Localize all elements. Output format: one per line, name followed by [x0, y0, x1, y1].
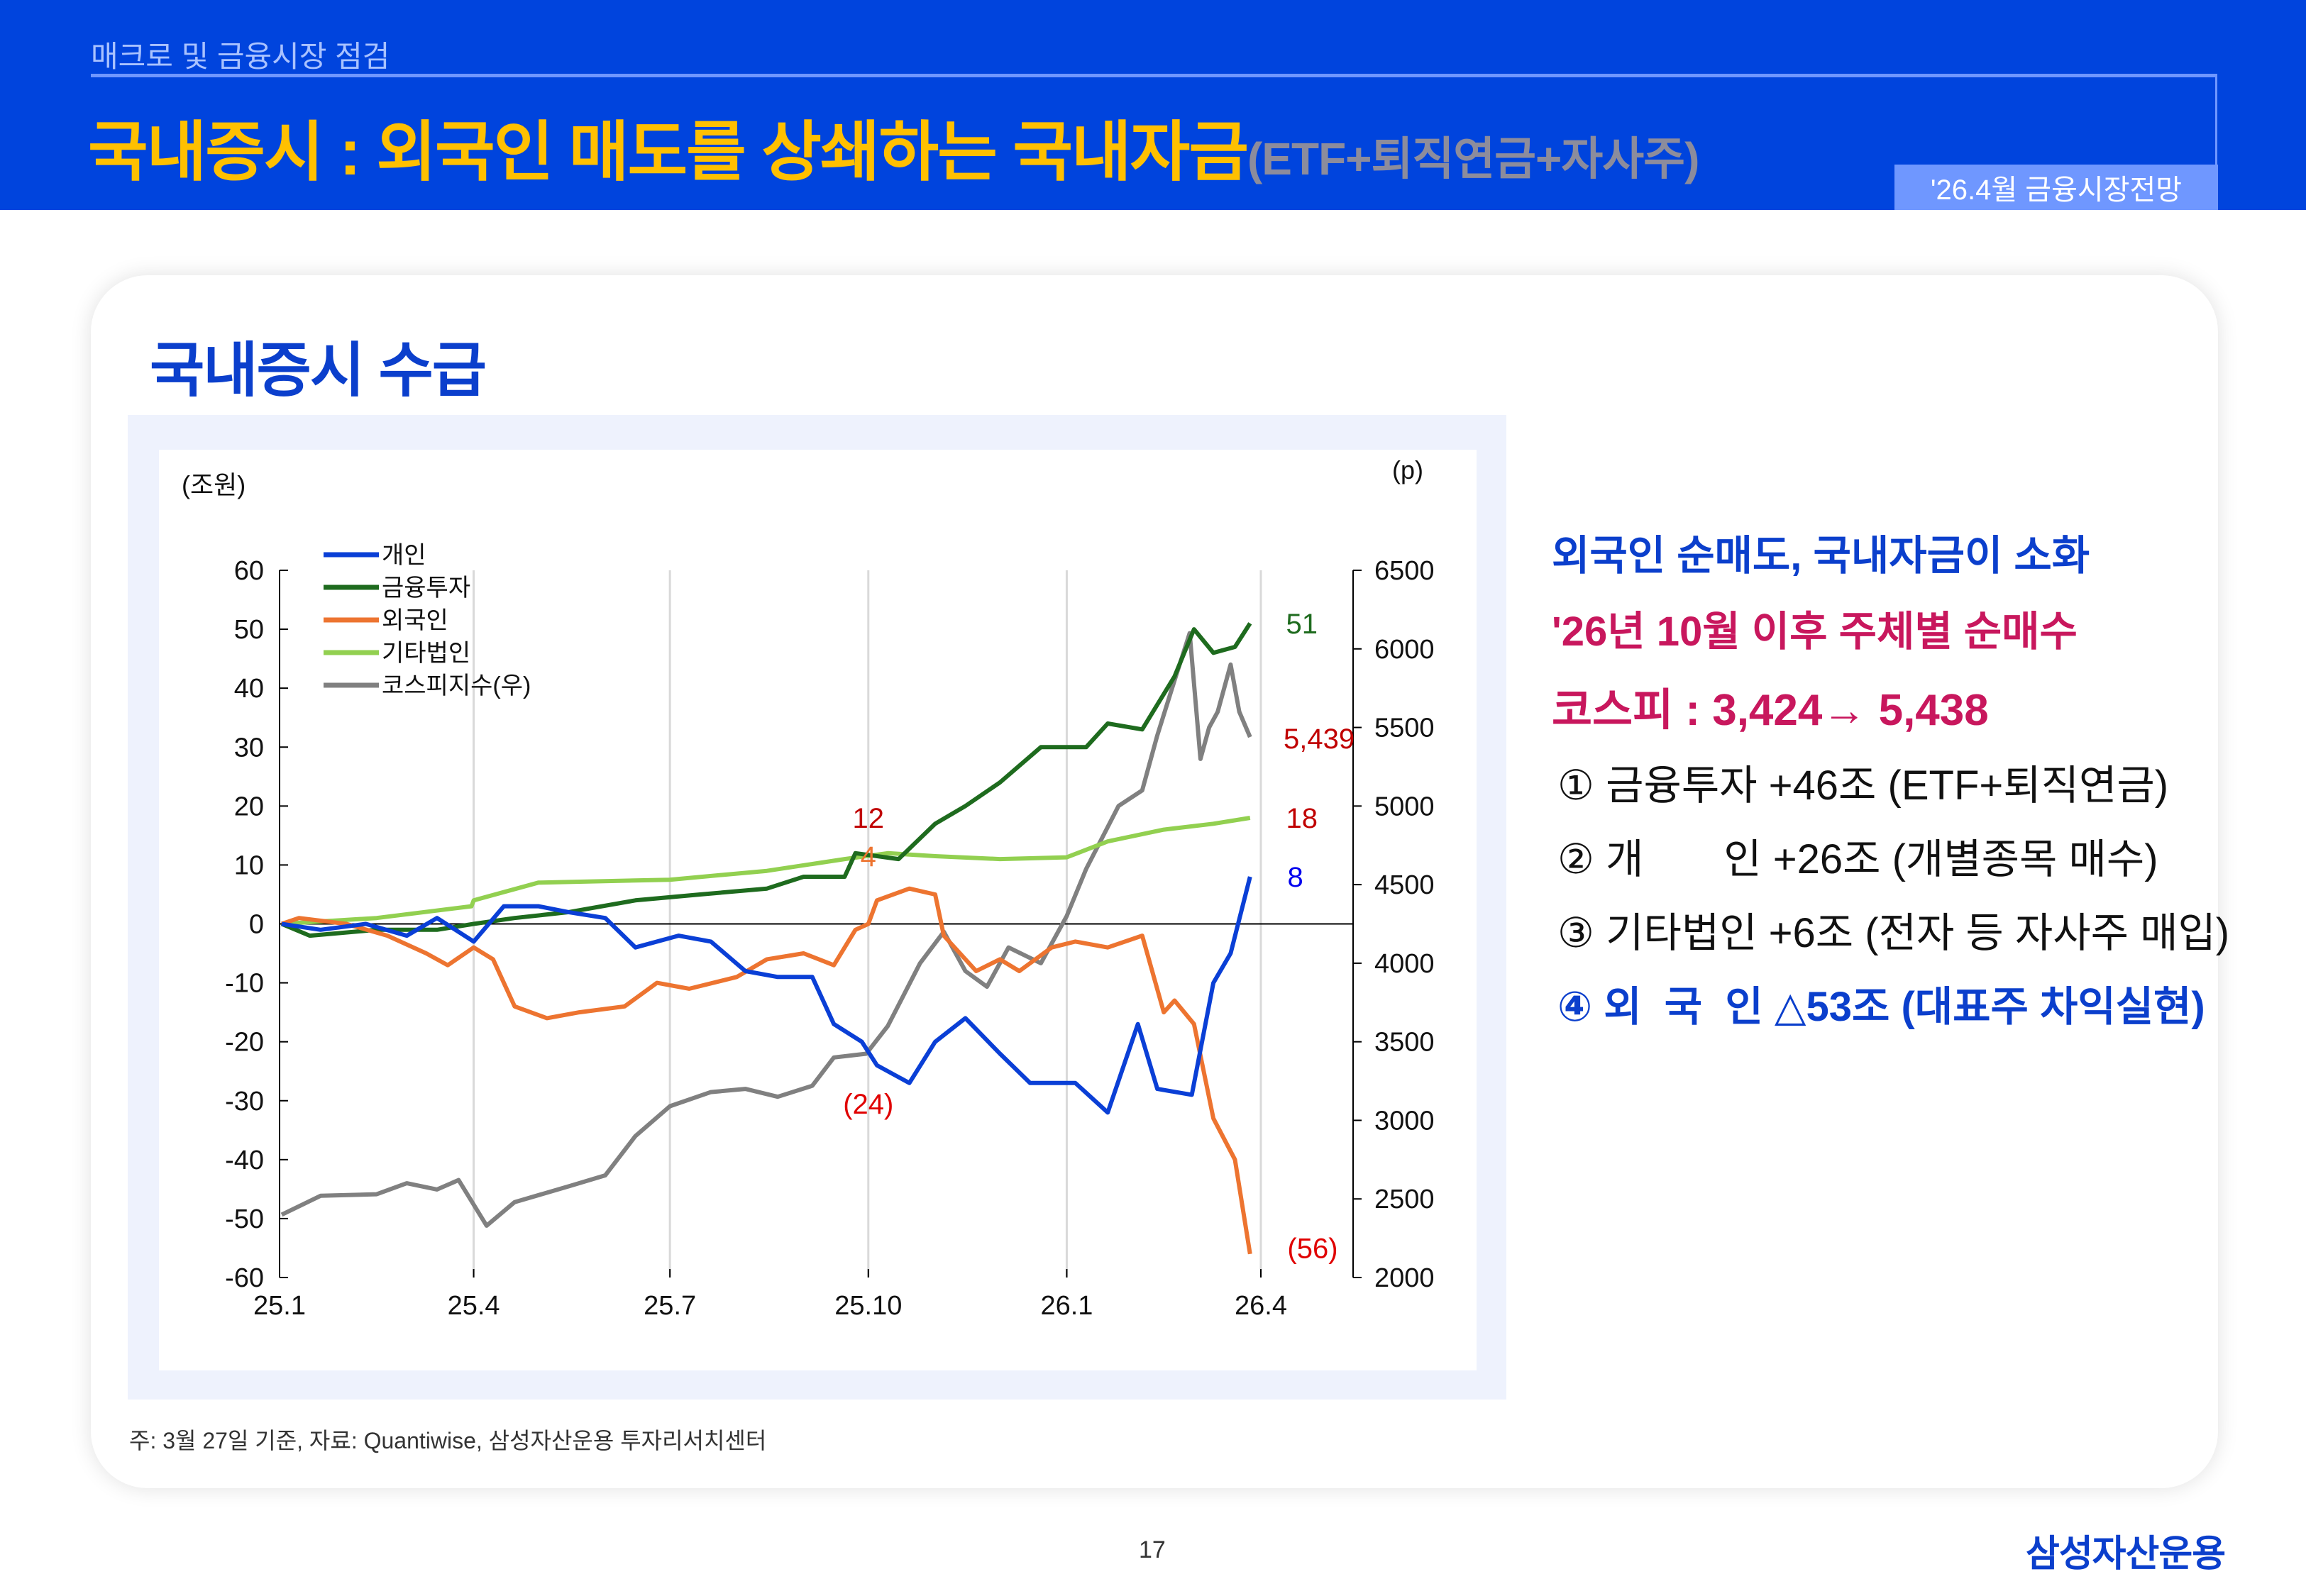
header-divider-vertical: [2215, 74, 2217, 166]
data-label: 18: [1286, 803, 1318, 834]
y-right-tick-label: 3500: [1374, 1028, 1435, 1058]
x-tick-label: 25.4: [448, 1291, 500, 1321]
summary-kospi: 코스피 : 3,424→ 5,438: [1552, 686, 1989, 735]
y-right-tick-label: 4000: [1374, 949, 1435, 979]
y-left-tick-label: -40: [225, 1146, 264, 1175]
data-label: 4: [861, 841, 876, 872]
legend-label: 기타법인: [382, 640, 470, 667]
section-label: 매크로 및 금융시장 점검: [91, 40, 390, 73]
y-left-tick-label: 60: [234, 556, 264, 586]
summary-subheadline: '26년 10월 이후 주체별 순매수: [1552, 609, 2078, 655]
y-left-tick-label: 20: [234, 792, 264, 821]
y-left-tick-label: -50: [225, 1204, 264, 1234]
y-right-tick-label: 5000: [1374, 792, 1435, 821]
legend-label: 개인: [382, 542, 426, 569]
y-right-tick-label: 2000: [1374, 1263, 1435, 1293]
summary-item-4: ④ 외 국 인 △53조 (대표주 차익실현): [1557, 984, 2205, 1030]
data-label: (56): [1287, 1233, 1337, 1264]
x-tick-label: 25.7: [644, 1291, 696, 1321]
page-title-suffix: (ETF+퇴직연금+자사주): [1247, 133, 1699, 184]
footnote: 주: 3월 27일 기준, 자료: Quantiwise, 삼성자산운용 투자리…: [129, 1428, 767, 1453]
company-logo: 삼성자산운용: [2026, 1534, 2226, 1575]
header-divider: [91, 74, 2217, 77]
right-axis-unit: (p): [1392, 455, 1423, 484]
y-left-tick-label: 40: [234, 674, 264, 704]
data-label: (24): [843, 1089, 893, 1120]
y-left-tick-label: -60: [225, 1263, 264, 1293]
y-right-tick-label: 5500: [1374, 714, 1435, 743]
card-title: 국내증시 수급: [150, 337, 487, 404]
summary-item-2: ② 개 인 +26조 (개별종목 매수): [1557, 836, 2158, 882]
y-left-tick-label: 30: [234, 733, 264, 763]
legend-label: 코스피지수(우): [382, 672, 531, 699]
page-title: 국내증시 : 외국인 매도를 상쇄하는 국내자금(ETF+퇴직연금+자사주): [88, 99, 1699, 194]
page-title-main: 국내증시 : 외국인 매도를 상쇄하는 국내자금: [88, 116, 1249, 189]
series-line-2: [281, 886, 1252, 1255]
y-right-tick-label: 6500: [1374, 556, 1435, 586]
data-label: 12: [853, 803, 885, 834]
y-right-tick-label: 3000: [1374, 1106, 1435, 1136]
data-label: 51: [1286, 609, 1318, 640]
x-tick-label: 26.1: [1040, 1291, 1093, 1321]
summary-item-3: ③ 기타법인 +6조 (전자 등 자사주 매입): [1557, 910, 2230, 956]
y-left-tick-label: 50: [234, 615, 264, 645]
supply-demand-chart: 25.1 25.4 25.7 25.10 26.1 26.4 60 50 40 30 20 10 0 -1…: [182, 455, 1435, 1321]
y-left-tick-label: -30: [225, 1087, 264, 1116]
y-right-tick-label: 2500: [1374, 1185, 1435, 1214]
y-right-tick-label: 4500: [1374, 870, 1435, 900]
summary-headline: 외국인 순매도, 국내자금이 소화: [1552, 533, 2090, 579]
legend-label: 금융투자: [382, 575, 470, 602]
summary-item-1: ① 금융투자 +46조 (ETF+퇴직연금): [1557, 763, 2169, 809]
data-label: 5,439: [1284, 724, 1355, 755]
legend-label: 외국인: [382, 607, 448, 634]
data-label: 8: [1288, 862, 1303, 893]
y-left-tick-label: 10: [234, 850, 264, 880]
y-right-tick-label: 6000: [1374, 635, 1435, 665]
x-tick-label: 25.10: [834, 1291, 902, 1321]
y-left-tick-label: -10: [225, 969, 264, 999]
y-left-tick-label: -20: [225, 1028, 264, 1058]
report-badge: '26.4월 금융시장전망: [1894, 165, 2218, 210]
series-line-0: [281, 876, 1252, 1115]
series-line-1: [280, 622, 1252, 938]
left-axis-unit: (조원): [182, 470, 246, 499]
page-number: 17: [1139, 1536, 1166, 1563]
x-tick-label: 26.4: [1235, 1291, 1287, 1321]
x-tick-label: 25.1: [253, 1291, 306, 1321]
y-left-tick-label: 0: [249, 910, 264, 940]
chart-area: 25.1 25.4 25.7 25.10 26.1 26.4 60 50 40 30 20 10 0 -1…: [159, 450, 1477, 1370]
